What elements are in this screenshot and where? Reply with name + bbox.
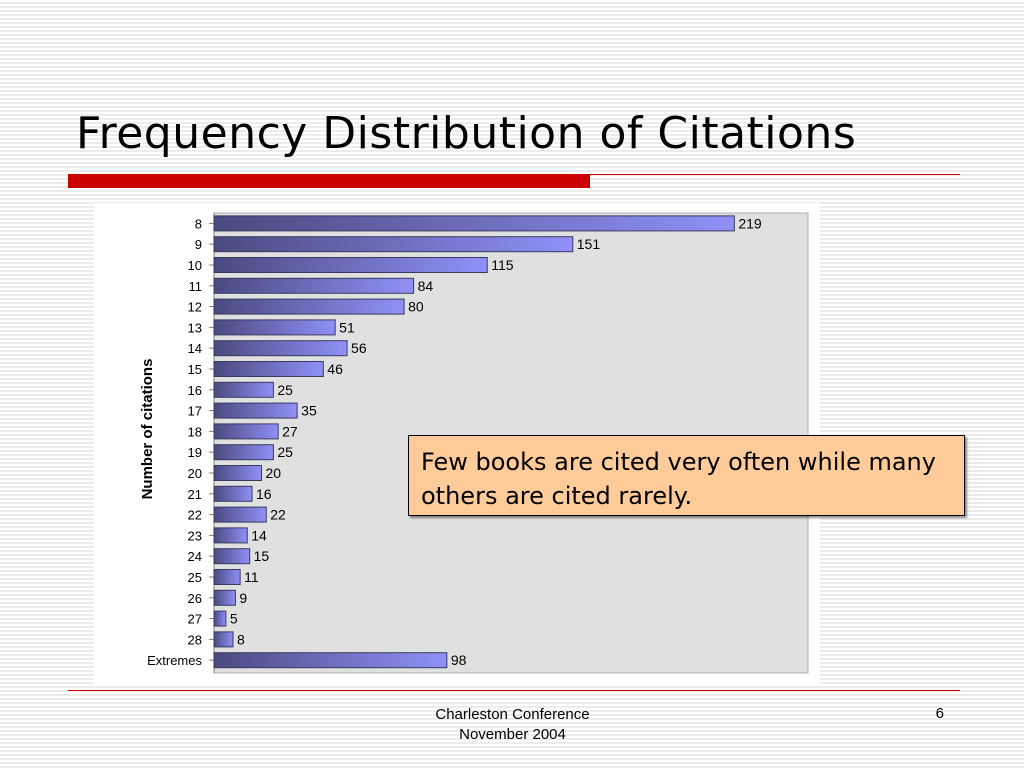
value-label-17: 11 bbox=[244, 569, 259, 585]
value-label-2: 115 bbox=[491, 257, 514, 273]
page-number: 6 bbox=[935, 705, 944, 722]
value-label-4: 80 bbox=[408, 299, 424, 315]
title-rule-thin bbox=[590, 174, 960, 175]
value-label-5: 51 bbox=[339, 319, 355, 335]
slide-title: Frequency Distribution of Citations bbox=[76, 108, 857, 159]
footer-date: November 2004 bbox=[459, 726, 566, 743]
category-label-21: Extremes bbox=[147, 653, 202, 668]
bar-19 bbox=[213, 610, 227, 627]
category-label-5: 13 bbox=[188, 320, 202, 335]
value-label-7: 46 bbox=[327, 361, 343, 377]
bar-3 bbox=[213, 277, 415, 294]
footer-rule bbox=[68, 690, 960, 691]
category-label-16: 24 bbox=[188, 549, 202, 564]
category-label-15: 23 bbox=[188, 528, 202, 543]
value-label-3: 84 bbox=[418, 278, 434, 294]
value-label-18: 9 bbox=[239, 590, 247, 606]
value-label-12: 20 bbox=[266, 465, 282, 481]
bar-21 bbox=[213, 652, 448, 669]
bar-20 bbox=[213, 631, 234, 648]
bar-13 bbox=[213, 485, 253, 502]
value-label-20: 8 bbox=[237, 631, 245, 647]
value-label-15: 14 bbox=[251, 527, 267, 543]
category-label-14: 22 bbox=[188, 508, 202, 523]
category-label-17: 25 bbox=[188, 570, 202, 585]
value-label-19: 5 bbox=[230, 611, 238, 627]
category-label-10: 18 bbox=[188, 424, 202, 439]
bar-16 bbox=[213, 548, 251, 565]
category-label-7: 15 bbox=[188, 362, 202, 377]
category-label-9: 17 bbox=[188, 404, 202, 419]
category-label-1: 9 bbox=[195, 237, 202, 252]
value-label-21: 98 bbox=[451, 652, 467, 668]
category-label-4: 12 bbox=[188, 300, 202, 315]
category-label-19: 27 bbox=[188, 612, 202, 627]
category-label-6: 14 bbox=[188, 341, 202, 356]
value-label-13: 16 bbox=[256, 486, 272, 502]
footer-conference: Charleston Conference bbox=[435, 706, 590, 723]
value-label-9: 35 bbox=[301, 403, 317, 419]
category-label-11: 19 bbox=[188, 445, 202, 460]
value-label-0: 219 bbox=[738, 215, 762, 231]
value-label-6: 56 bbox=[351, 340, 367, 356]
category-label-0: 8 bbox=[195, 216, 202, 231]
bar-14 bbox=[213, 506, 267, 523]
bar-17 bbox=[213, 569, 241, 585]
bar-12 bbox=[213, 465, 263, 481]
category-label-2: 10 bbox=[188, 258, 202, 273]
bar-4 bbox=[213, 298, 405, 315]
value-label-14: 22 bbox=[270, 507, 286, 523]
bar-7 bbox=[213, 361, 324, 377]
category-label-8: 16 bbox=[188, 383, 202, 398]
value-label-11: 25 bbox=[277, 444, 293, 460]
value-label-16: 15 bbox=[254, 548, 270, 564]
category-label-13: 21 bbox=[188, 487, 202, 502]
bar-1 bbox=[213, 236, 574, 253]
category-label-12: 20 bbox=[188, 466, 202, 481]
bar-9 bbox=[213, 402, 298, 419]
bar-10 bbox=[213, 423, 279, 440]
footer-text: Charleston Conference November 2004 bbox=[400, 705, 625, 745]
bar-15 bbox=[213, 527, 248, 544]
bar-0 bbox=[213, 215, 735, 232]
value-label-10: 27 bbox=[282, 423, 298, 439]
value-label-1: 151 bbox=[577, 236, 601, 252]
bar-2 bbox=[213, 257, 488, 273]
bar-5 bbox=[213, 319, 336, 336]
bar-6 bbox=[213, 340, 348, 357]
category-label-20: 28 bbox=[188, 632, 202, 647]
category-label-18: 26 bbox=[188, 591, 202, 606]
value-label-8: 25 bbox=[277, 382, 293, 398]
title-rule-thick bbox=[68, 174, 590, 188]
bar-18 bbox=[213, 589, 236, 606]
bar-8 bbox=[213, 381, 274, 398]
category-label-3: 11 bbox=[189, 279, 203, 294]
callout-box: Few books are cited very often while man… bbox=[408, 435, 965, 516]
bar-11 bbox=[213, 444, 274, 461]
y-axis-title: Number of citations bbox=[139, 359, 156, 500]
